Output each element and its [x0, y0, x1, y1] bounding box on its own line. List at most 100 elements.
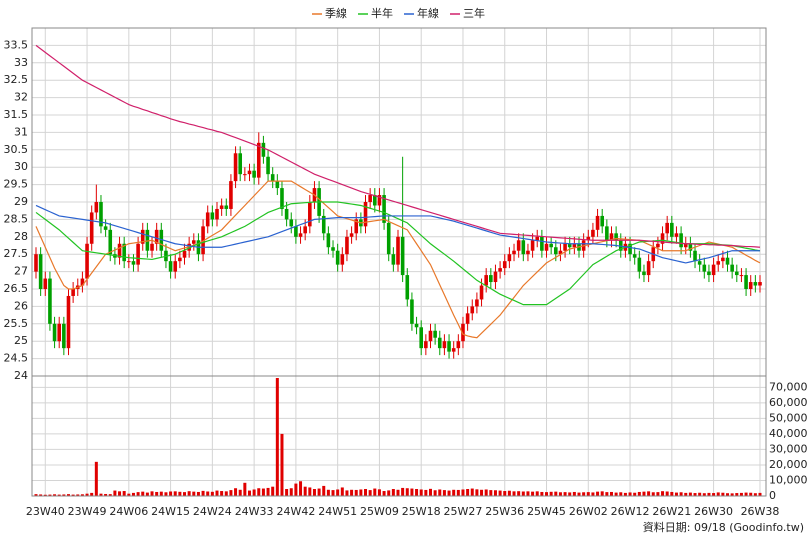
volume-bar [572, 491, 576, 496]
candle-body [140, 229, 145, 244]
y-tick-label: 33 [14, 56, 28, 69]
candle-body [530, 240, 535, 251]
candle-body [498, 268, 502, 272]
candle-body [465, 313, 470, 324]
volume-bar [66, 494, 70, 496]
volume-bar [396, 489, 400, 496]
candle-body [711, 264, 716, 276]
candle-body [52, 323, 57, 342]
candle-body [600, 215, 605, 227]
volume-bar [442, 490, 446, 496]
y2-tick-label: 70,000 [769, 380, 808, 393]
volume-bar [312, 489, 316, 496]
volume-bar [34, 494, 38, 496]
volume-bar [452, 489, 456, 496]
volume-bar [76, 494, 80, 496]
volume-bar [726, 493, 730, 496]
candle-body [544, 243, 549, 251]
candle-body [433, 330, 437, 338]
volume-bar [661, 491, 665, 496]
candle-body [326, 233, 331, 248]
y-tick-label: 24 [14, 369, 28, 382]
candle-body [270, 174, 275, 182]
candle-body [702, 264, 707, 272]
plot-frame [31, 27, 767, 497]
candle-body [340, 254, 345, 265]
candle-body [191, 240, 196, 244]
candle-body [670, 222, 674, 237]
y-tick-label: 26.5 [4, 282, 29, 295]
volume-bar [721, 492, 725, 496]
x-tick-label: 25W27 [444, 505, 483, 518]
volume-bar [503, 491, 507, 496]
volume-bar [419, 489, 423, 496]
candle-body [289, 219, 294, 227]
y-tick-label: 31.5 [4, 108, 29, 121]
x-tick-label: 25W45 [527, 505, 566, 518]
y2-tick-label: 60,000 [769, 396, 808, 409]
volume-bar [57, 494, 61, 496]
volume-bar [350, 489, 354, 496]
y-tick-label: 32.5 [4, 73, 29, 86]
candle-body [618, 240, 623, 251]
volume-bar [85, 493, 89, 496]
candle-body [461, 323, 465, 342]
volume-bar [744, 492, 748, 496]
volume-bar [679, 492, 683, 496]
y-tick-label: 33.5 [4, 38, 29, 51]
volume-bar [428, 488, 432, 496]
volume-bar [285, 489, 289, 496]
volume-bar [642, 491, 646, 496]
volume-bar [461, 489, 465, 496]
candle-body [80, 278, 85, 286]
candle-body [744, 275, 748, 289]
candle-body [266, 156, 270, 175]
volume-bar [252, 489, 256, 496]
volume-bar [113, 490, 117, 496]
candle-body [62, 323, 66, 349]
volume-bar [605, 492, 609, 496]
y-tick-label: 31 [14, 125, 28, 138]
candle-body [201, 226, 205, 255]
volume-bar [540, 491, 544, 496]
volume-bar [647, 491, 651, 496]
candle-body [656, 243, 660, 248]
y-tick-label: 24.5 [4, 352, 29, 365]
volume-bar [266, 487, 270, 496]
legend-label: 半年 [371, 6, 393, 20]
volume-bar [424, 489, 428, 496]
candle-body [419, 327, 424, 349]
x-tick-label: 24W06 [109, 505, 148, 518]
candle-body [716, 261, 721, 265]
candle-body [391, 254, 396, 265]
volume-bar [568, 492, 572, 496]
volume-bar [688, 492, 692, 496]
volume-bar [90, 492, 94, 496]
volume-bar [433, 490, 437, 496]
candle-body [572, 243, 577, 248]
candle-body [725, 257, 730, 265]
candle-body [275, 181, 280, 189]
candle-body [187, 243, 191, 251]
volume-bar [131, 492, 135, 496]
candle-body [396, 236, 400, 265]
candle-body [540, 236, 544, 251]
volume-bar [545, 492, 549, 496]
candle-body [512, 250, 516, 255]
candle-body [549, 243, 553, 248]
volume-bar [735, 493, 739, 496]
volume-bar [698, 492, 702, 496]
volume-bar [512, 491, 516, 496]
volume-bar [220, 491, 224, 496]
candle-body [178, 257, 182, 262]
volume-bar [674, 492, 678, 496]
y2-tick-label: 50,000 [769, 411, 808, 424]
x-tick-label: 24W51 [318, 505, 357, 518]
candle-body [303, 226, 307, 234]
volume-bar [159, 491, 163, 496]
x-tick-label: 26W30 [694, 505, 733, 518]
candle-body [117, 243, 122, 258]
candle-body [34, 254, 38, 272]
volume-bar [99, 493, 103, 496]
volume-bar [753, 493, 757, 496]
